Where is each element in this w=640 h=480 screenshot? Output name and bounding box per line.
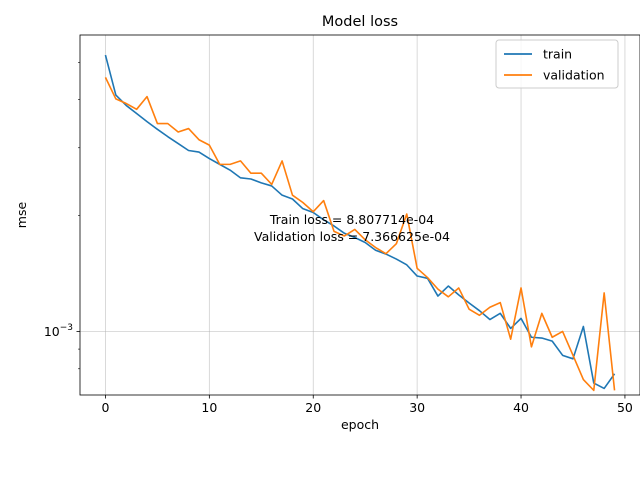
x-tick-label: 30 (409, 400, 425, 415)
series-layer (104, 54, 616, 392)
x-axis-ticks: 0 10 20 30 40 50 (101, 395, 633, 415)
y-axis-label: mse (14, 202, 29, 229)
x-tick-label: 10 (201, 400, 217, 415)
axes-frame (79, 34, 640, 396)
train-loss-annotation: Train loss = 8.807714e-04 (269, 212, 434, 227)
x-tick-label: 20 (305, 400, 321, 415)
x-tick-label: 40 (513, 400, 529, 415)
x-axis-label: epoch (341, 417, 379, 432)
legend-label-validation: validation (543, 68, 605, 83)
grid-lines (80, 35, 640, 395)
validation-loss-annotation: Validation loss = 7.366625e-04 (254, 229, 450, 244)
legend: train validation (495, 39, 619, 89)
series-line-validation (104, 77, 616, 392)
chart-title: Model loss (322, 14, 398, 30)
loss-annotation: Train loss = 8.807714e-04 Validation los… (254, 212, 450, 244)
y-tick-label: 10−3 (44, 323, 73, 339)
y-axis-ticks: 10−3 (44, 62, 80, 370)
legend-box (495, 39, 619, 89)
x-tick-label: 0 (101, 400, 109, 415)
x-tick-label: 50 (617, 400, 633, 415)
legend-label-train: train (543, 47, 572, 62)
